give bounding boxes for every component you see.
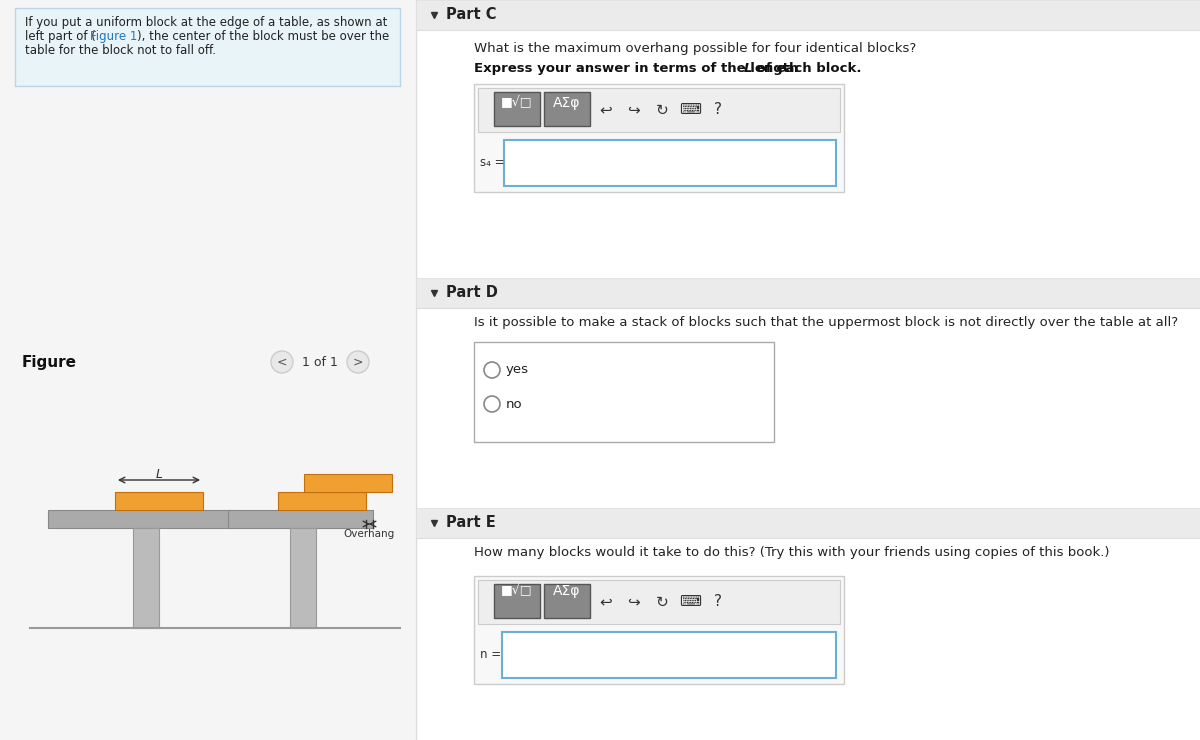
Bar xyxy=(474,576,844,684)
Bar xyxy=(416,278,1200,308)
Text: <: < xyxy=(277,355,287,369)
Bar xyxy=(290,528,316,628)
Text: left part of (: left part of ( xyxy=(25,30,96,43)
Text: n =: n = xyxy=(480,648,502,662)
Circle shape xyxy=(484,396,500,412)
Text: What is the maximum overhang possible for four identical blocks?: What is the maximum overhang possible fo… xyxy=(474,42,917,55)
Text: Is it possible to make a stack of blocks such that the uppermost block is not di: Is it possible to make a stack of blocks… xyxy=(474,316,1178,329)
Text: AΣφ: AΣφ xyxy=(553,96,581,110)
Bar xyxy=(494,92,540,126)
Bar xyxy=(478,580,840,624)
Text: ↩: ↩ xyxy=(600,594,612,610)
Text: Express your answer in terms of the length: Express your answer in terms of the leng… xyxy=(474,62,803,75)
Text: 1 of 1: 1 of 1 xyxy=(302,355,338,369)
Text: ↪: ↪ xyxy=(628,594,641,610)
Text: ?: ? xyxy=(714,103,722,118)
Text: table for the block not to fall off.: table for the block not to fall off. xyxy=(25,44,216,57)
Bar xyxy=(133,528,158,628)
Text: of each block.: of each block. xyxy=(752,62,862,75)
Circle shape xyxy=(484,362,500,378)
Text: If you put a uniform block at the edge of a table, as shown at: If you put a uniform block at the edge o… xyxy=(25,16,388,29)
Text: no: no xyxy=(506,397,523,411)
Bar xyxy=(278,492,366,510)
Circle shape xyxy=(347,351,370,373)
Text: L: L xyxy=(744,62,752,75)
Bar xyxy=(14,8,400,86)
Bar xyxy=(544,92,590,126)
Bar xyxy=(416,0,1200,30)
Text: Part C: Part C xyxy=(446,7,497,22)
Text: ↩: ↩ xyxy=(600,103,612,118)
Bar xyxy=(474,84,844,192)
Bar xyxy=(494,584,540,618)
Text: Part E: Part E xyxy=(446,515,496,530)
Text: s₄ =: s₄ = xyxy=(480,156,504,169)
Text: ), the center of the block must be over the: ), the center of the block must be over … xyxy=(137,30,389,43)
Text: Part D: Part D xyxy=(446,285,498,300)
Bar xyxy=(502,632,836,678)
Text: L: L xyxy=(156,468,162,481)
Text: ↪: ↪ xyxy=(628,103,641,118)
Text: ?: ? xyxy=(714,594,722,610)
Text: How many blocks would it take to do this? (Try this with your friends using copi: How many blocks would it take to do this… xyxy=(474,546,1110,559)
Bar xyxy=(304,474,392,492)
Text: Overhang: Overhang xyxy=(344,529,395,539)
Text: ⌨: ⌨ xyxy=(679,103,701,118)
Text: Figure: Figure xyxy=(22,355,77,370)
Text: ↻: ↻ xyxy=(655,103,668,118)
Bar xyxy=(504,140,836,186)
Text: Figure 1: Figure 1 xyxy=(90,30,137,43)
Text: yes: yes xyxy=(506,363,529,377)
Circle shape xyxy=(271,351,293,373)
Bar xyxy=(228,510,373,528)
Bar xyxy=(474,342,774,442)
Text: >: > xyxy=(353,355,364,369)
Bar xyxy=(544,584,590,618)
Text: ↻: ↻ xyxy=(655,594,668,610)
Bar xyxy=(416,508,1200,538)
Text: ■√□: ■√□ xyxy=(502,96,533,109)
Bar xyxy=(478,88,840,132)
Text: ⌨: ⌨ xyxy=(679,594,701,610)
Bar xyxy=(0,0,416,740)
Bar xyxy=(48,510,233,528)
Bar xyxy=(115,492,203,510)
Text: ■√□: ■√□ xyxy=(502,584,533,597)
Bar xyxy=(416,0,1200,740)
Text: AΣφ: AΣφ xyxy=(553,584,581,598)
